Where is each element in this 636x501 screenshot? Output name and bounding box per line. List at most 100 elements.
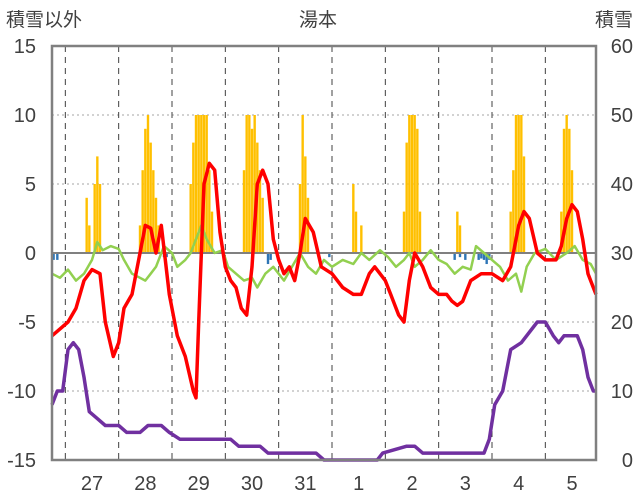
precip-bar	[194, 115, 198, 253]
negative_bar-bar	[480, 253, 483, 259]
precip-bar	[418, 211, 422, 253]
precip-bar	[408, 115, 411, 253]
left-tick-label: -15	[7, 450, 36, 472]
precip-bar	[509, 211, 512, 253]
right-tick-label: 0	[622, 450, 633, 472]
precip-bar	[248, 115, 251, 253]
left-tick-label: 0	[25, 243, 36, 265]
negative_bar-bar	[458, 253, 462, 258]
x-tick-label: 31	[294, 473, 316, 495]
precip-bar	[93, 184, 96, 253]
negative_bar-bar	[52, 253, 55, 260]
precip-bar	[152, 170, 155, 253]
secondary-line	[51, 224, 598, 293]
precip-bar	[98, 184, 102, 253]
right-tick-label: 40	[611, 174, 633, 196]
precip-bar	[570, 170, 574, 253]
precip-bar	[352, 184, 355, 253]
precip-bar	[141, 170, 144, 253]
left-axis-ticks: 15 10 5 0 -5 -10 -15	[7, 36, 36, 472]
right-tick-label: 50	[611, 105, 633, 127]
precip-bar	[410, 115, 414, 253]
precip-bar	[458, 225, 462, 253]
precip-bar	[200, 115, 203, 253]
snow_depth-line	[50, 320, 596, 462]
precip-bar	[568, 128, 571, 253]
x-tick-label: 29	[188, 473, 210, 495]
precip-bar	[138, 225, 142, 253]
precip-bar	[562, 128, 566, 253]
precip-bar	[354, 211, 358, 253]
left-tick-label: 15	[14, 36, 36, 58]
precip-bar	[522, 156, 526, 253]
precip-bar	[208, 170, 211, 253]
precip-bar	[189, 184, 192, 253]
x-tick-label: 28	[134, 473, 156, 495]
negative_bar-bar	[165, 253, 168, 258]
precip-bar	[517, 115, 520, 253]
precip-bar	[245, 115, 248, 253]
precip-bar	[250, 128, 254, 253]
bar-series	[52, 115, 574, 265]
negative_bar-bar	[266, 253, 270, 265]
plot-frame	[50, 44, 598, 462]
precip-bar	[210, 211, 214, 253]
x-tick-label: 5	[566, 473, 577, 495]
left-tick-label: 10	[14, 105, 36, 127]
precip-bar	[253, 115, 256, 253]
precip-bar	[416, 128, 419, 253]
left-tick-label: -10	[7, 381, 36, 403]
right-tick-label: 60	[611, 36, 633, 58]
x-axis-ticks: 27 28 29 30 31 1 2 3 4 5	[81, 473, 578, 495]
left-tick-label: -5	[18, 312, 36, 334]
precip-bar	[520, 115, 523, 253]
x-tick-label: 4	[513, 473, 524, 495]
negative_bar-bar	[464, 253, 467, 260]
left-tick-label: 5	[25, 174, 36, 196]
precip-bar	[261, 197, 264, 253]
negative_bar-bar	[269, 253, 272, 260]
precip-bar	[144, 128, 147, 253]
x-tick-label: 2	[406, 473, 417, 495]
precip-bar	[205, 115, 208, 253]
right-tick-label: 20	[611, 312, 633, 334]
precip-bar	[360, 225, 363, 253]
precip-bar	[85, 197, 88, 253]
temperature-line	[50, 161, 598, 400]
precip-bar	[88, 225, 91, 253]
precip-bar	[413, 115, 416, 253]
precip-bar	[149, 142, 152, 253]
precip-bar	[304, 156, 307, 253]
precip-bar	[512, 170, 515, 253]
gridlines	[52, 46, 596, 460]
precip-bar	[402, 211, 406, 253]
negative_bar-bar	[56, 253, 59, 260]
right-tick-label: 10	[611, 381, 633, 403]
precip-bar	[301, 115, 304, 253]
precip-bar	[456, 211, 459, 253]
precip-bar	[560, 211, 563, 253]
precip-bar	[565, 115, 568, 253]
precip-bar	[154, 197, 158, 253]
x-tick-label: 27	[81, 473, 103, 495]
line-series	[50, 161, 598, 462]
right-axis-title: 積雪	[595, 9, 633, 31]
precip-bar	[405, 142, 408, 253]
left-axis-title: 積雪以外	[6, 9, 82, 31]
negative_bar-bar	[328, 253, 331, 258]
right-axis-ticks: 60 50 40 30 20 10 0	[611, 36, 633, 472]
x-tick-label: 1	[353, 473, 364, 495]
negative_bar-bar	[482, 253, 486, 260]
negative_bar-bar	[485, 253, 488, 265]
precip-bar	[192, 142, 195, 253]
precip-bar	[96, 156, 99, 253]
x-tick-label: 3	[460, 473, 471, 495]
precip-bar	[514, 115, 518, 253]
precip-bar	[197, 115, 200, 253]
precip-bar	[146, 115, 150, 253]
precip-bar	[258, 170, 262, 253]
right-tick-label: 30	[611, 243, 633, 265]
precip-bar	[242, 170, 246, 253]
negative_bar-bar	[477, 253, 480, 260]
